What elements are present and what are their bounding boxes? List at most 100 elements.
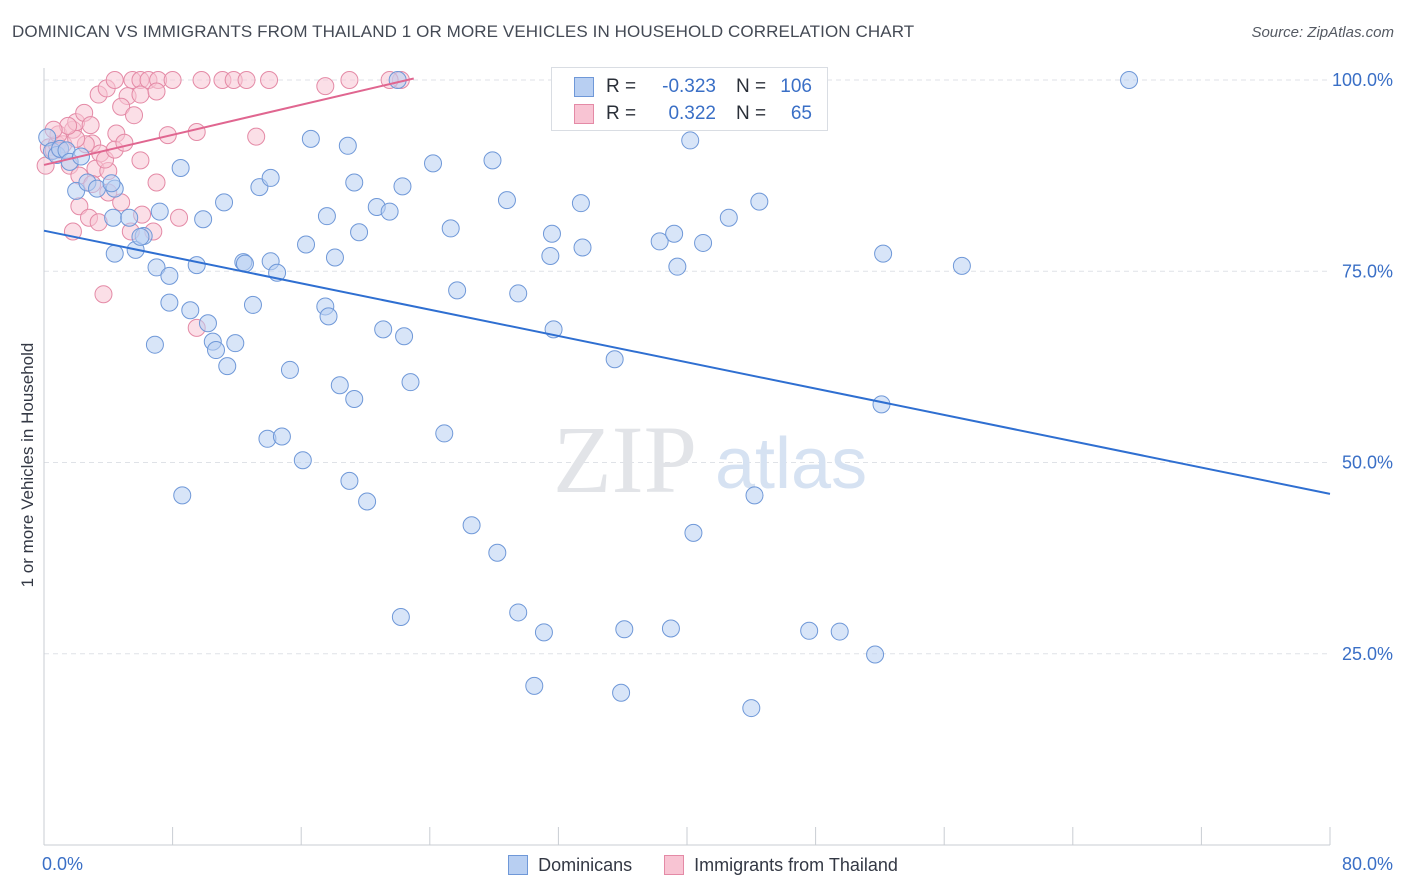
point-dominican	[243, 295, 262, 314]
point-dominican	[509, 284, 528, 303]
watermark: ZIP atlas	[553, 406, 867, 513]
point-dominican	[866, 645, 885, 664]
point-dominican	[345, 390, 364, 409]
point-dominican	[488, 543, 507, 562]
point-dominican	[215, 193, 234, 212]
point-dominican	[668, 257, 687, 276]
point-thailand	[170, 208, 189, 227]
point-thailand	[105, 71, 124, 89]
stats-swatch-pink	[574, 104, 594, 124]
point-dominican	[235, 254, 254, 273]
point-dominican	[874, 244, 893, 263]
point-dominican	[391, 608, 410, 627]
point-thailand	[131, 85, 150, 104]
stats-row-dominicans: R = -0.323 N = 106	[552, 73, 812, 101]
point-dominican	[358, 492, 377, 511]
point-thailand	[237, 71, 256, 89]
gridlines	[44, 79, 1330, 655]
point-dominican	[694, 233, 713, 252]
point-dominican	[105, 244, 124, 263]
point-dominican	[160, 293, 179, 312]
point-dominican	[872, 395, 891, 414]
legend-label-thailand: Immigrants from Thailand	[694, 854, 898, 875]
point-dominican	[1120, 71, 1139, 89]
point-dominican	[297, 235, 316, 254]
point-dominican	[171, 158, 190, 177]
point-thailand	[125, 106, 144, 125]
stats-row-thailand: R = 0.322 N = 65	[552, 100, 812, 128]
point-dominican	[317, 207, 336, 226]
point-dominican	[330, 376, 349, 395]
point-dominican	[187, 256, 206, 275]
point-dominican	[194, 210, 213, 229]
point-thailand	[340, 71, 359, 89]
chart-title: DOMINICAN VS IMMIGRANTS FROM THAILAND 1 …	[12, 22, 915, 41]
point-thailand	[187, 123, 206, 142]
n-value: 106	[780, 76, 812, 97]
point-thailand	[260, 71, 279, 89]
tick-labels: 25.0% 50.0% 75.0% 100.0% 0.0% 80.0%	[42, 70, 1393, 874]
r-label: R =	[606, 103, 637, 124]
point-dominican	[435, 424, 454, 443]
point-dominican	[393, 177, 412, 196]
stats-box: R = -0.323 N = 106 R = 0.322 N = 65	[551, 67, 828, 131]
point-dominican	[325, 248, 344, 267]
legend-item-thailand[interactable]: Immigrants from Thailand	[664, 855, 898, 876]
point-thailand	[163, 71, 182, 89]
point-thailand	[247, 127, 266, 146]
legend-item-dominicans[interactable]: Dominicans	[508, 855, 632, 876]
legend-label-dominicans: Dominicans	[538, 854, 633, 875]
point-dominican	[374, 320, 393, 339]
point-dominican	[541, 246, 560, 265]
point-thailand	[192, 71, 211, 89]
point-dominican	[650, 232, 669, 251]
legend-swatch-pink	[664, 855, 685, 875]
point-dominican	[261, 168, 280, 187]
point-dominican	[350, 223, 369, 242]
point-dominican	[160, 266, 179, 285]
y-tick-label: 100.0%	[1332, 70, 1393, 90]
point-dominican	[441, 219, 460, 238]
point-dominican	[319, 307, 338, 326]
point-dominican	[745, 486, 764, 505]
y-axis-title: 1 or more Vehicles in Household	[18, 342, 37, 588]
point-dominican	[395, 327, 414, 346]
point-dominican	[207, 341, 226, 360]
point-dominican	[401, 373, 420, 392]
point-dominican	[665, 224, 684, 243]
point-dominican	[104, 208, 123, 227]
point-thailand	[147, 173, 166, 192]
point-dominican	[293, 451, 312, 470]
n-label: N =	[736, 76, 767, 97]
y-tick-label: 50.0%	[1342, 453, 1393, 473]
point-dominican	[800, 621, 819, 640]
y-tick-label: 75.0%	[1342, 261, 1393, 281]
y-tick-label: 25.0%	[1342, 644, 1393, 664]
point-thailand	[316, 77, 335, 96]
point-dominican	[173, 486, 192, 505]
point-thailand	[112, 97, 131, 116]
point-dominican	[345, 173, 364, 192]
point-dominican	[102, 174, 121, 193]
point-dominican	[424, 154, 443, 173]
point-dominican	[681, 131, 700, 150]
point-dominican	[525, 676, 544, 695]
point-dominican	[448, 281, 467, 300]
trend-line-thailand	[43, 77, 414, 166]
point-dominican	[280, 360, 299, 379]
point-dominican	[952, 256, 971, 275]
r-label: R =	[606, 76, 637, 97]
point-thailand	[81, 116, 100, 135]
watermark-atlas: atlas	[715, 424, 867, 504]
point-dominican	[612, 683, 631, 702]
r-value: -0.323	[662, 76, 716, 97]
point-dominican	[272, 427, 291, 446]
point-thailand	[131, 151, 150, 170]
point-dominican	[497, 191, 516, 210]
point-thailand	[67, 129, 86, 148]
point-dominican	[509, 603, 528, 622]
point-dominican	[181, 301, 200, 320]
point-dominican	[573, 238, 592, 257]
point-dominican	[150, 202, 169, 221]
